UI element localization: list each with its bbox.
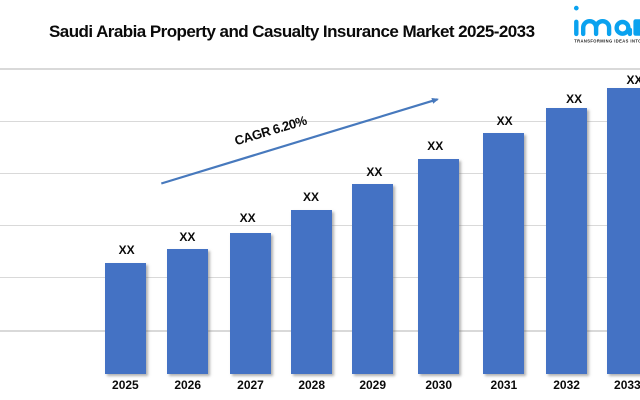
svg-text:TRANSFORMING IDEAS INTO REALIT: TRANSFORMING IDEAS INTO REALITY xyxy=(574,38,640,43)
